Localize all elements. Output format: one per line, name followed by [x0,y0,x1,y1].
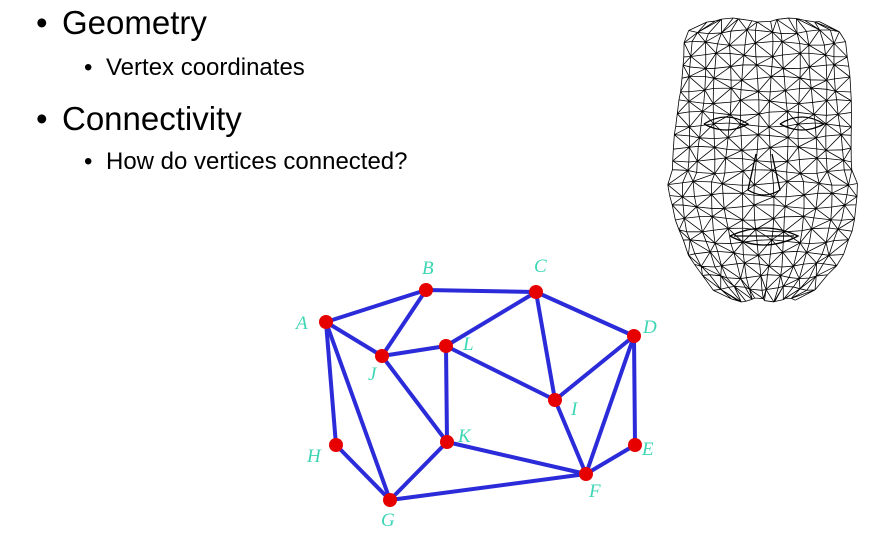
sub-bullet-how-connected-text: How do vertices connected? [106,148,408,175]
graph-vertices [319,283,642,507]
edge-L-K [444,344,449,444]
vertex-D [627,329,641,343]
edge-G-K [388,440,449,502]
edge-L-C [444,290,538,348]
edge-A-B [324,288,428,324]
vertex-I [548,393,562,407]
vertex-H [329,438,343,452]
edge-D-E [632,334,637,447]
edge-A-H [324,320,338,447]
edge-C-D [534,290,636,338]
vertex-L [439,339,453,353]
vertex-label-G: G [381,510,395,531]
vertex-F [579,467,593,481]
face-mesh-lines [667,17,858,303]
vertex-G [383,493,397,507]
vertex-E [628,438,642,452]
bullet-dot: • [84,54,93,81]
sub-bullet-vertex-coordinates: • Vertex coordinates [84,56,305,80]
vertex-K [440,435,454,449]
bullet-connectivity: • Connectivity [36,102,242,135]
vertex-label-K: K [457,426,472,447]
bullet-connectivity-text: Connectivity [62,100,242,137]
edge-G-F [388,472,588,502]
edge-B-J [380,288,428,358]
edge-L-I [444,344,557,402]
bullet-dot: • [36,4,48,41]
vertex-label-I: I [570,399,579,420]
edge-A-J [324,320,384,358]
bullet-dot: • [36,100,48,137]
edge-B-C [424,288,538,294]
sub-bullet-how-connected: • How do vertices connected? [84,150,408,174]
vertex-B [419,283,433,297]
vertex-label-C: C [534,256,547,277]
edge-H-G [334,443,392,502]
edge-C-I [534,290,557,402]
vertex-label-H: H [306,446,322,467]
face-mesh-icon [667,17,858,303]
bullet-geometry: • Geometry [36,6,207,39]
edge-I-F [553,398,588,476]
vertex-A [319,315,333,329]
vertex-label-E: E [641,439,654,460]
vertex-label-D: D [642,317,657,338]
vertex-label-J: J [368,364,378,385]
bullet-dot: • [84,148,93,175]
vertex-label-B: B [422,258,434,279]
vertex-C [529,285,543,299]
graph-edges [324,288,637,502]
vertex-label-A: A [294,313,308,334]
vertex-J [375,349,389,363]
edge-E-F [584,443,637,476]
edge-J-L [380,344,448,358]
vertex-label-L: L [462,334,474,355]
edge-J-K [380,354,449,444]
vertex-label-F: F [588,481,601,502]
bullet-geometry-text: Geometry [62,4,207,41]
edge-K-F [445,440,588,476]
graph-labels: A B C D E F G H I J K L [294,256,657,531]
edge-D-F [584,334,636,476]
edge-A-G [324,320,392,502]
edge-I-D [553,334,636,402]
sub-bullet-vertex-coordinates-text: Vertex coordinates [106,54,305,81]
